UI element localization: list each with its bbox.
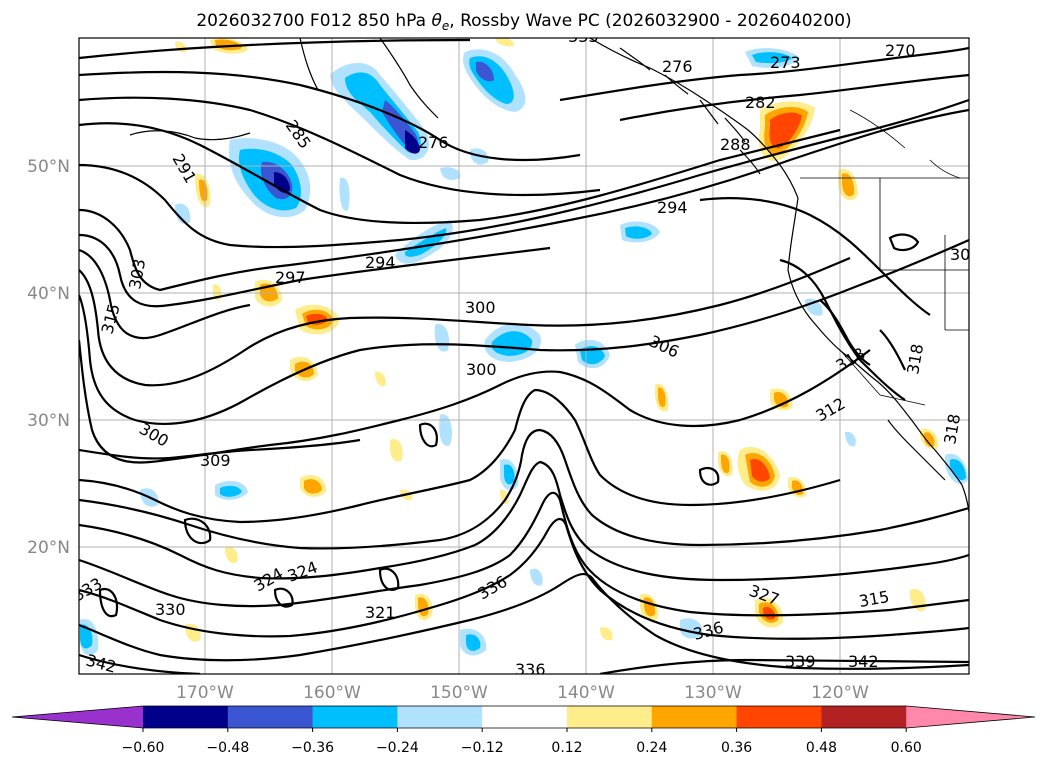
colorbar-extend-min [12, 706, 143, 728]
lon-label: 140°W [557, 683, 615, 703]
contour-label: 300 [466, 360, 497, 379]
longitude-labels: 170°W 160°W 150°W 140°W 130°W 120°W [176, 683, 869, 703]
contour-label: 300 [465, 298, 496, 317]
colorbar-segment [736, 706, 822, 728]
contour-label: 339 [785, 652, 816, 671]
lat-label: 40°N [27, 284, 70, 304]
contour-label: 336 [515, 660, 546, 679]
lat-label: 30°N [27, 411, 70, 431]
colorbar-tick-label: −0.60 [122, 740, 165, 756]
colorbar-segment [227, 706, 314, 728]
contour-label: 309 [200, 451, 231, 470]
contour-label: 288 [720, 135, 751, 154]
latitude-labels: 50°N 40°N 30°N 20°N [27, 157, 70, 558]
colorbar-tick-label: −0.24 [376, 740, 419, 756]
contour-label: 297 [275, 268, 306, 287]
colorbar-tick-label: 0.48 [806, 740, 837, 756]
colorbar-tick-label: 0.60 [891, 740, 922, 756]
coastlines [129, 38, 969, 513]
lat-label: 20°N [27, 538, 70, 558]
contour-label: 321 [365, 603, 396, 622]
figure-title: 2026032700 F012 850 hPa θe, Rossby Wave … [196, 11, 851, 33]
colorbar-segment [567, 706, 653, 728]
contour-label: 330 [155, 600, 186, 619]
contour-label: 273 [770, 53, 801, 72]
lon-label: 150°W [430, 683, 488, 703]
contour-label: 342 [848, 652, 879, 671]
contour-label: 276 [662, 57, 693, 76]
colorbar-segment [482, 706, 568, 728]
colorbar-tick-label: −0.36 [291, 740, 334, 756]
colorbar-segment [312, 706, 398, 728]
contour-label: 342 [84, 651, 118, 677]
theta-e-contours [79, 38, 969, 674]
contour-label: 294 [365, 253, 396, 272]
colorbar-extend-max [906, 706, 1035, 728]
lon-label: 160°W [303, 683, 361, 703]
contour-label: 294 [657, 198, 688, 217]
colorbar-tick-label: 0.12 [551, 740, 582, 756]
colorbar-tick-label: 0.36 [721, 740, 752, 756]
colorbar-tick-label: 0.24 [636, 740, 667, 756]
contour-label: 276 [418, 133, 449, 152]
colorbar-segment [821, 706, 907, 728]
shaded-anomalies [80, 38, 968, 656]
colorbar-tick-label: −0.12 [461, 740, 504, 756]
colorbar: −0.60 −0.48 −0.36 −0.24 −0.12 0.12 0.24 0.36 0.4… [11, 705, 1036, 756]
contour-label: 30 [950, 245, 970, 264]
lon-label: 120°W [811, 683, 869, 703]
lat-label: 50°N [27, 157, 70, 177]
colorbar-segment [143, 706, 229, 728]
colorbar-tick-label: −0.48 [206, 740, 249, 756]
colorbar-segment [651, 706, 738, 728]
map-frame [78, 37, 970, 675]
contour-label: 282 [745, 93, 776, 112]
map-panel: 285 276 273 276 270 282 288 291 297 294 … [79, 27, 970, 679]
lon-label: 170°W [176, 683, 234, 703]
colorbar-segment [397, 706, 483, 728]
contour-label: 333 [568, 27, 599, 46]
lon-label: 130°W [684, 683, 742, 703]
contour-label: 270 [885, 41, 916, 60]
